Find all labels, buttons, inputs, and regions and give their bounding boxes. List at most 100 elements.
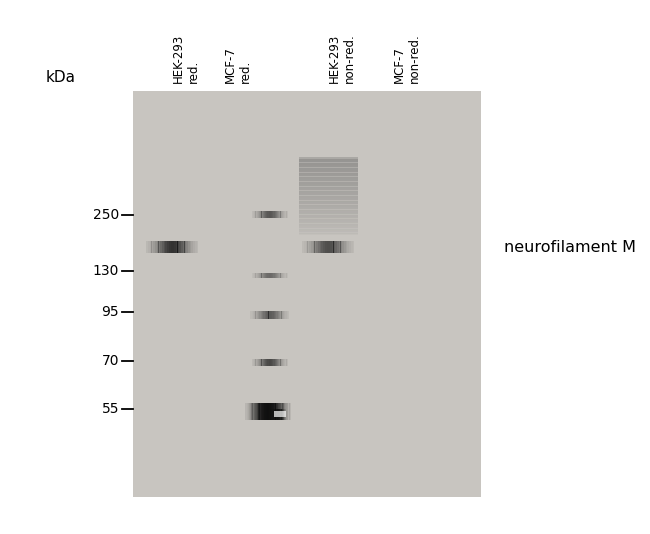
Bar bbox=[155, 241, 157, 253]
Bar bbox=[299, 193, 358, 195]
Bar bbox=[267, 403, 268, 420]
Bar bbox=[284, 403, 285, 420]
Bar bbox=[269, 403, 271, 420]
Bar bbox=[299, 205, 358, 207]
Bar bbox=[274, 411, 286, 418]
Bar bbox=[267, 211, 268, 218]
Bar bbox=[258, 211, 259, 218]
Bar bbox=[280, 273, 281, 278]
Bar bbox=[253, 311, 254, 319]
Bar bbox=[299, 232, 358, 235]
Bar bbox=[176, 241, 177, 253]
Bar bbox=[313, 241, 315, 253]
Bar bbox=[272, 403, 274, 420]
Text: 70: 70 bbox=[101, 354, 119, 368]
Bar bbox=[268, 211, 270, 218]
Bar bbox=[196, 241, 198, 253]
Bar bbox=[177, 241, 179, 253]
Bar bbox=[157, 241, 159, 253]
Bar bbox=[258, 403, 259, 420]
Bar bbox=[273, 273, 275, 278]
Bar bbox=[266, 211, 268, 218]
Bar bbox=[279, 403, 281, 420]
Text: HEK-293
non-red.: HEK-293 non-red. bbox=[328, 33, 356, 83]
Bar bbox=[133, 91, 481, 497]
Bar bbox=[257, 311, 258, 319]
Bar bbox=[279, 311, 280, 319]
Bar bbox=[193, 241, 195, 253]
Bar bbox=[328, 241, 330, 253]
Bar bbox=[349, 241, 351, 253]
Bar bbox=[268, 403, 270, 420]
Bar bbox=[281, 403, 283, 420]
Bar bbox=[264, 359, 265, 366]
Bar bbox=[285, 359, 287, 366]
Bar bbox=[276, 211, 277, 218]
Bar bbox=[264, 273, 265, 278]
Bar bbox=[304, 241, 306, 253]
Bar bbox=[253, 211, 254, 218]
Bar bbox=[330, 241, 332, 253]
Bar bbox=[326, 241, 328, 253]
Bar bbox=[268, 311, 270, 319]
Bar bbox=[264, 403, 266, 420]
Bar bbox=[299, 164, 358, 166]
Bar bbox=[280, 273, 282, 278]
Bar bbox=[281, 403, 282, 420]
Bar bbox=[277, 359, 278, 366]
Bar bbox=[284, 311, 285, 319]
Bar bbox=[263, 273, 264, 278]
Bar bbox=[151, 241, 153, 253]
Bar bbox=[248, 403, 250, 420]
Bar bbox=[285, 403, 287, 420]
Bar bbox=[299, 197, 358, 199]
Bar bbox=[270, 311, 271, 319]
Bar bbox=[278, 403, 280, 420]
Bar bbox=[285, 273, 287, 278]
Bar bbox=[299, 216, 358, 218]
Bar bbox=[250, 403, 251, 420]
Bar bbox=[281, 211, 283, 218]
Bar bbox=[299, 224, 358, 226]
Bar bbox=[282, 403, 283, 420]
Bar bbox=[260, 273, 261, 278]
Bar bbox=[266, 403, 268, 420]
Bar bbox=[272, 273, 274, 278]
Bar bbox=[299, 227, 358, 230]
Bar bbox=[299, 226, 358, 229]
Bar bbox=[270, 359, 271, 366]
Bar bbox=[299, 171, 358, 174]
Bar bbox=[299, 201, 358, 203]
Bar bbox=[266, 359, 268, 366]
Bar bbox=[274, 359, 276, 366]
Bar bbox=[167, 241, 169, 253]
Bar bbox=[299, 229, 358, 231]
Bar bbox=[259, 311, 261, 319]
Bar bbox=[172, 241, 174, 253]
Bar bbox=[278, 403, 280, 420]
Bar bbox=[253, 359, 254, 366]
Bar bbox=[255, 311, 257, 319]
Bar bbox=[344, 241, 346, 253]
Bar bbox=[254, 403, 255, 420]
Text: 95: 95 bbox=[101, 305, 119, 319]
Bar bbox=[255, 403, 257, 420]
Bar bbox=[254, 311, 255, 319]
Bar bbox=[309, 241, 311, 253]
Bar bbox=[299, 158, 358, 160]
Bar bbox=[299, 195, 358, 198]
Bar bbox=[272, 403, 274, 420]
Bar bbox=[335, 241, 337, 253]
Bar bbox=[299, 203, 358, 206]
Bar bbox=[299, 225, 358, 227]
Bar bbox=[268, 359, 270, 366]
Bar bbox=[277, 403, 278, 420]
Bar bbox=[148, 241, 150, 253]
Bar bbox=[277, 273, 278, 278]
Bar bbox=[257, 403, 258, 420]
Bar bbox=[275, 311, 276, 319]
Bar bbox=[299, 172, 358, 175]
Bar bbox=[257, 359, 258, 366]
Bar bbox=[257, 403, 259, 420]
Bar bbox=[250, 311, 252, 319]
